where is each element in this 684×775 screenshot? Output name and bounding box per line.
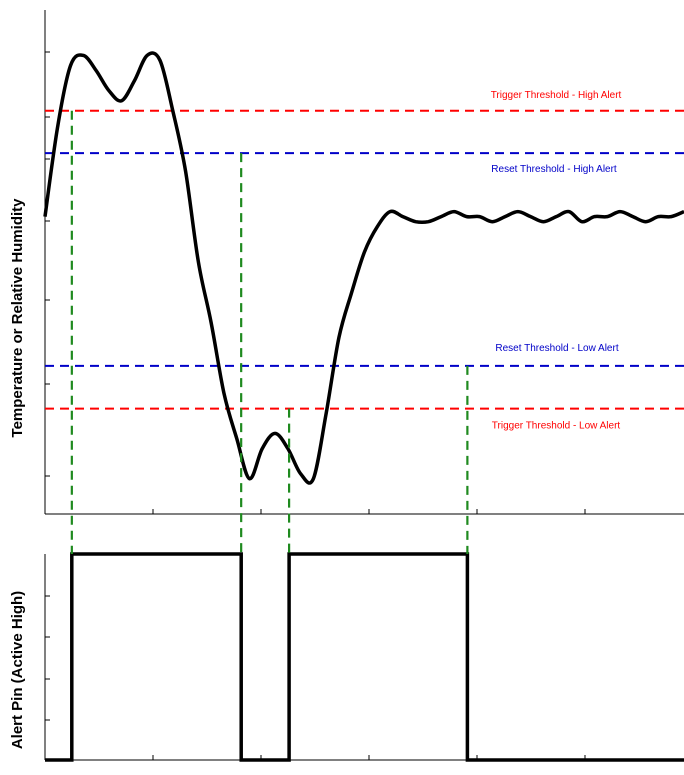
alert-pin-trace xyxy=(45,552,684,762)
bottom-chart-panel xyxy=(44,552,684,762)
top-chart-panel: Trigger Threshold - High Alert Reset Thre… xyxy=(43,10,684,515)
threshold-label-3: Trigger Threshold - Low Alert xyxy=(492,421,621,432)
threshold-label-1: Reset Threshold - High Alert xyxy=(491,164,617,175)
threshold-label-0: Trigger Threshold - High Alert xyxy=(491,90,622,101)
signal-curve xyxy=(43,51,684,485)
bottom-y-axis-label: Alert Pin (Active High) xyxy=(9,591,26,749)
threshold-label-2: Reset Threshold - Low Alert xyxy=(495,343,618,354)
top-y-axis-label: Temperature or Relative Humidity xyxy=(9,198,26,438)
